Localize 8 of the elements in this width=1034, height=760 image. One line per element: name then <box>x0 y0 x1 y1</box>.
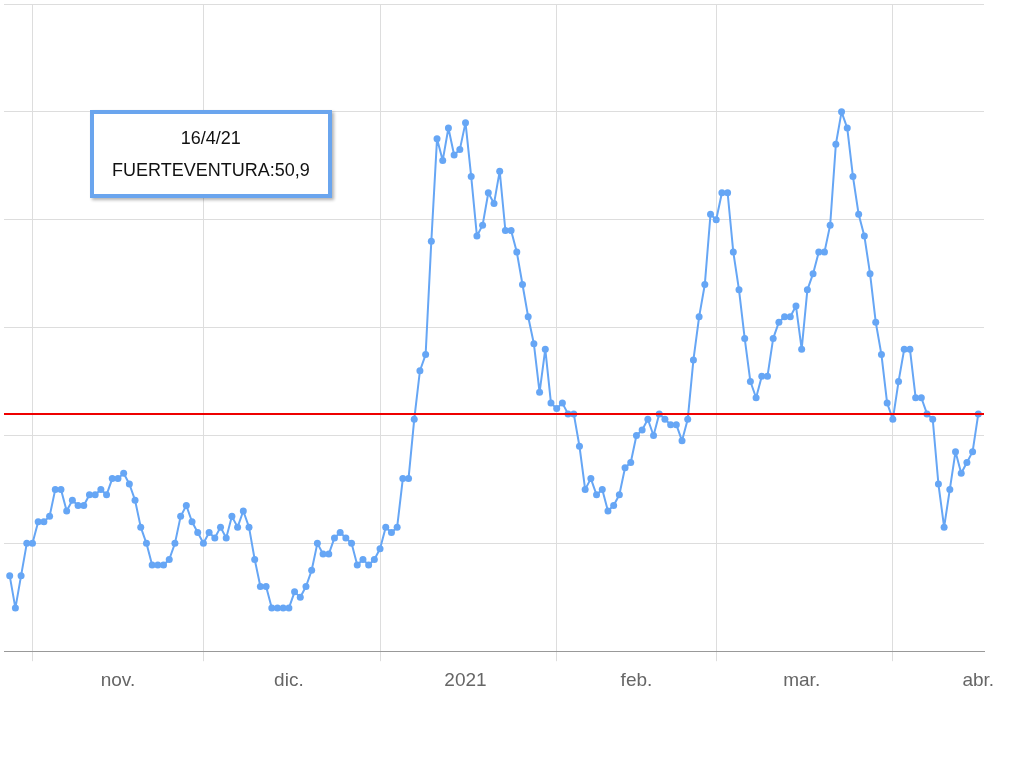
x-tick-label: feb. <box>620 668 653 690</box>
annotation: 16/4/21 <box>179 127 242 150</box>
x-tick-label: nov. <box>100 668 136 690</box>
x-tick-label: abr. <box>962 668 995 690</box>
x-tick-label: 2021 <box>444 668 487 690</box>
x-tick-label: dic. <box>274 668 304 690</box>
annotation: FUERTEVENTURA:50,9 <box>112 159 310 182</box>
x-tick-label: mar. <box>783 668 821 690</box>
